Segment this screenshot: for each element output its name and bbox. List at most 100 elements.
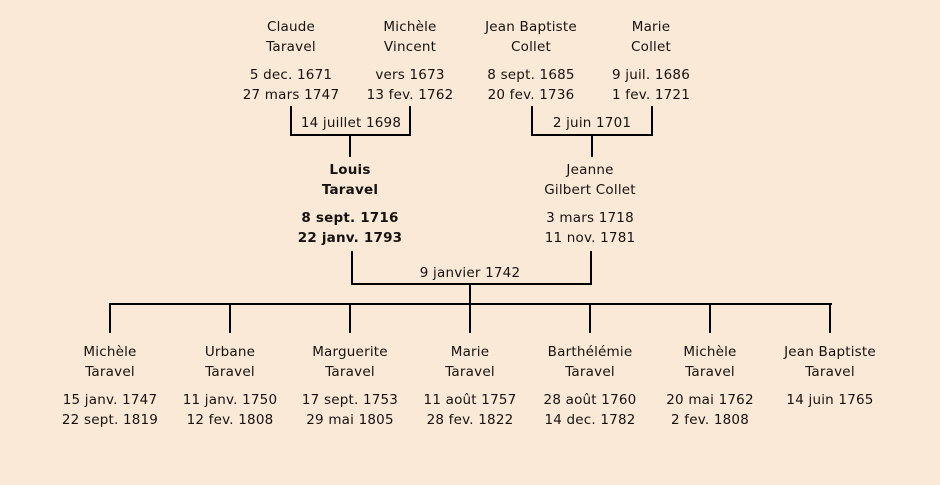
person-marguerite-taravel: Marguerite Taravel 17 sept. 1753 29 mai …	[302, 342, 398, 430]
person-name: Michèle	[383, 19, 437, 35]
marriage3-bottom-line	[351, 283, 592, 285]
person-jeanne-gilbert-collet: Jeanne Gilbert Collet 3 mars 1718 11 nov…	[544, 160, 636, 248]
marriage2-bottom-line	[531, 134, 653, 136]
spacer	[544, 200, 636, 208]
person-name: Barthélémie	[547, 344, 633, 360]
sibling-tick-7	[829, 305, 831, 333]
birth-date: 11 août 1757	[423, 392, 517, 408]
birth-date: 3 mars 1718	[546, 210, 634, 226]
person-name: Jeanne	[566, 162, 614, 178]
person-name: Louis	[329, 162, 371, 178]
death-date: 22 janv. 1793	[297, 230, 403, 246]
person-name: Urbane	[204, 344, 256, 360]
birth-date: 14 juin 1765	[786, 392, 874, 408]
person-surname: Taravel	[325, 364, 375, 380]
person-claude-taravel: Claude Taravel 5 dec. 1671 27 mars 1747	[243, 17, 340, 105]
death-date: 2 fev. 1808	[670, 412, 750, 428]
sibling-tick-1	[109, 305, 111, 333]
person-surname: Taravel	[565, 364, 615, 380]
birth-date: 8 sept. 1716	[301, 210, 399, 226]
person-name: Michèle	[83, 344, 137, 360]
marriage1-bottom-line	[290, 134, 411, 136]
sibling-tick-3	[349, 305, 351, 333]
birth-date: 11 janv. 1750	[182, 392, 278, 408]
person-surname: Gilbert Collet	[544, 182, 636, 198]
birth-date: 17 sept. 1753	[301, 392, 399, 408]
marriage3-date: 9 janvier 1742	[419, 265, 521, 281]
birth-date: 28 août 1760	[543, 392, 637, 408]
person-michele-vincent: Michèle Vincent vers 1673 13 fev. 1762	[367, 17, 454, 105]
marriage3-right-line	[590, 251, 592, 285]
person-surname: Taravel	[205, 364, 255, 380]
person-surname: Taravel	[321, 182, 379, 198]
marriage1-child-drop-line	[349, 136, 351, 157]
sibling-tick-4	[469, 305, 471, 333]
person-surname: Taravel	[445, 364, 495, 380]
death-date: 1 fev. 1721	[611, 87, 691, 103]
spacer	[424, 382, 517, 390]
person-michele-taravel-2: Michèle Taravel 20 mai 1762 2 fev. 1808	[666, 342, 754, 430]
marriage3-left-line	[351, 251, 353, 285]
sibling-tick-6	[709, 305, 711, 333]
marriage2-date: 2 juin 1701	[552, 115, 632, 131]
person-name: Marie	[450, 344, 490, 360]
marriage2-child-drop-line	[591, 136, 593, 157]
person-surname: Taravel	[805, 364, 855, 380]
person-marie-collet: Marie Collet 9 juil. 1686 1 fev. 1721	[612, 17, 690, 105]
person-surname: Taravel	[266, 39, 316, 55]
person-urbane-taravel: Urbane Taravel 11 janv. 1750 12 fev. 180…	[183, 342, 278, 430]
person-jean-baptiste-collet: Jean Baptiste Collet 8 sept. 1685 20 fev…	[485, 17, 577, 105]
marriage1-date: 14 juillet 1698	[300, 115, 402, 131]
person-marie-taravel: Marie Taravel 11 août 1757 28 fev. 1822	[424, 342, 517, 430]
person-surname: Vincent	[383, 39, 437, 55]
spacer	[367, 57, 454, 65]
death-date: 22 sept. 1819	[61, 412, 159, 428]
birth-date: 9 juil. 1686	[611, 67, 691, 83]
marriage2-right-line	[651, 106, 653, 136]
marriage1-right-line	[409, 106, 411, 136]
birth-date: 8 sept. 1685	[487, 67, 575, 83]
marriage3-child-drop-line	[469, 285, 471, 305]
person-name: Jean Baptiste	[485, 19, 577, 35]
person-louis-taravel: Louis Taravel 8 sept. 1716 22 janv. 1793	[298, 160, 403, 248]
person-jean-baptiste-taravel: Jean Baptiste Taravel 14 juin 1765	[784, 342, 876, 410]
spacer	[298, 200, 403, 208]
spacer	[544, 382, 637, 390]
sibling-tick-2	[229, 305, 231, 333]
person-surname: Taravel	[685, 364, 735, 380]
spacer	[485, 57, 577, 65]
spacer	[243, 57, 340, 65]
spacer	[784, 382, 876, 390]
death-date: 28 fev. 1822	[426, 412, 514, 428]
siblings-horizontal-line	[109, 303, 832, 305]
spacer	[302, 382, 398, 390]
person-michele-taravel-1: Michèle Taravel 15 janv. 1747 22 sept. 1…	[62, 342, 158, 430]
spacer	[612, 57, 690, 65]
marriage2-left-line	[531, 106, 533, 136]
birth-date: vers 1673	[375, 67, 445, 83]
death-date: 13 fev. 1762	[366, 87, 454, 103]
person-name: Jean Baptiste	[784, 344, 876, 360]
death-date: 14 dec. 1782	[544, 412, 636, 428]
person-barthelemie-taravel: Barthélémie Taravel 28 août 1760 14 dec.…	[544, 342, 637, 430]
death-date: 20 fev. 1736	[487, 87, 575, 103]
sibling-tick-5	[589, 305, 591, 333]
spacer	[62, 382, 158, 390]
death-date: 12 fev. 1808	[186, 412, 274, 428]
death-date: 27 mars 1747	[242, 87, 340, 103]
death-date: 11 nov. 1781	[544, 230, 636, 246]
person-name: Marie	[631, 19, 671, 35]
person-surname: Collet	[510, 39, 551, 55]
spacer	[183, 382, 278, 390]
birth-date: 20 mai 1762	[666, 392, 754, 408]
birth-date: 15 janv. 1747	[62, 392, 158, 408]
marriage1-left-line	[290, 106, 292, 136]
spacer	[666, 382, 754, 390]
person-surname: Taravel	[85, 364, 135, 380]
person-surname: Collet	[631, 39, 671, 55]
birth-date: 5 dec. 1671	[249, 67, 333, 83]
person-name: Marguerite	[312, 344, 388, 360]
person-name: Claude	[266, 19, 316, 35]
death-date: 29 mai 1805	[306, 412, 394, 428]
